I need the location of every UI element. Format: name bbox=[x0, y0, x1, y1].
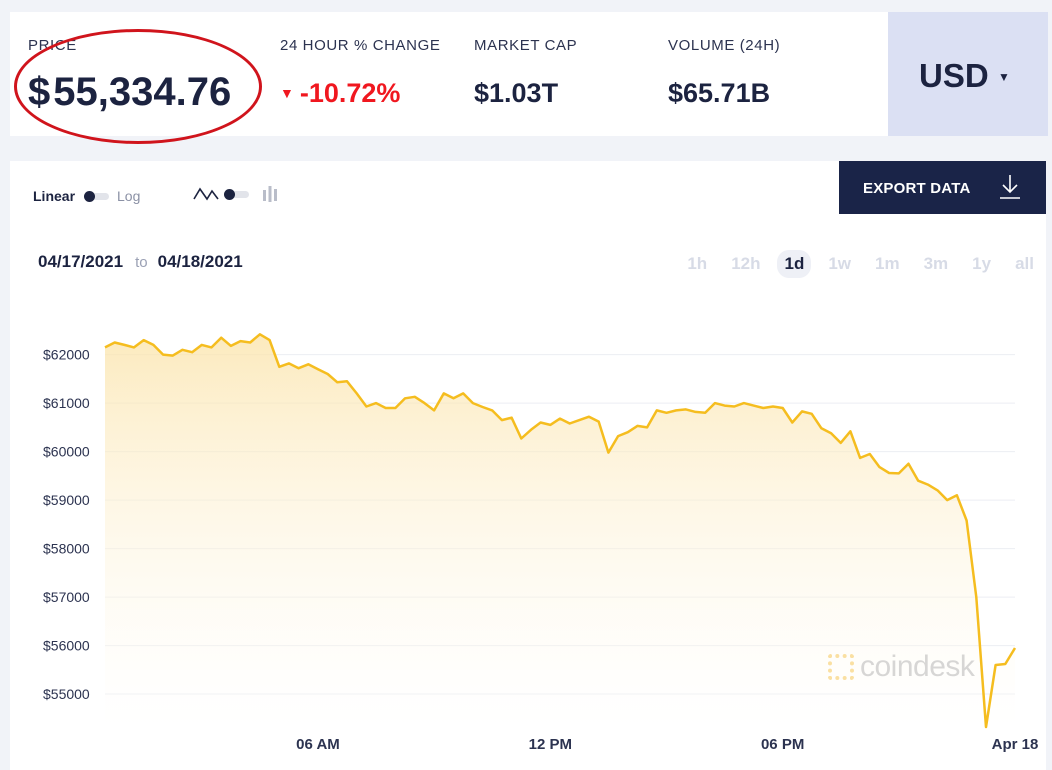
y-tick-label: $62000 bbox=[43, 347, 90, 363]
coindesk-watermark: coindesk bbox=[828, 650, 975, 684]
volume-value: $65.71B bbox=[668, 78, 771, 108]
x-tick-label: 06 AM bbox=[296, 736, 340, 753]
price-amount: 55,334.76 bbox=[53, 70, 232, 114]
date-from[interactable]: 04/17/2021 bbox=[38, 252, 124, 271]
scale-switch[interactable] bbox=[84, 190, 110, 202]
y-tick-label: $57000 bbox=[43, 589, 90, 605]
range-1w[interactable]: 1w bbox=[828, 254, 852, 273]
export-label: EXPORT DATA bbox=[863, 180, 971, 197]
change-value: ▼ -10.72% bbox=[280, 78, 400, 109]
y-tick-label: $60000 bbox=[43, 444, 90, 460]
chart-panel: $55000 $56000 $57000 $58000 $59000 $60000 $610… bbox=[10, 161, 1046, 770]
date-to-word: to bbox=[135, 253, 148, 271]
range-all[interactable]: all bbox=[1015, 254, 1034, 273]
change-label: 24 HOUR % CHANGE bbox=[280, 37, 441, 54]
price-area bbox=[105, 334, 1015, 728]
date-to[interactable]: 04/18/2021 bbox=[157, 252, 243, 271]
range-1d[interactable]: 1d bbox=[777, 250, 812, 278]
chart-type-switch[interactable] bbox=[224, 188, 249, 200]
y-tick-label: $61000 bbox=[43, 395, 90, 411]
x-tick-label: Apr 18 bbox=[992, 736, 1039, 753]
currency-dropdown[interactable]: USD ▼ bbox=[888, 12, 1048, 136]
x-tick-label: 12 PM bbox=[529, 736, 572, 753]
coindesk-logo-icon bbox=[828, 654, 854, 680]
market-cap-value: $1.03T bbox=[474, 78, 559, 108]
coindesk-watermark-text: coindesk bbox=[860, 650, 975, 683]
range-12h[interactable]: 12h bbox=[731, 254, 761, 273]
stats-panel: PRICE $55,334.76 24 HOUR % CHANGE ▼ -10.7… bbox=[10, 12, 888, 144]
time-range-selector: 1h 12h 1d 1w 1m 3m 1y all bbox=[675, 250, 1046, 278]
market-cap-label: MARKET CAP bbox=[474, 37, 578, 54]
scale-log-label[interactable]: Log bbox=[117, 188, 141, 204]
change-amount: -10.72% bbox=[299, 78, 401, 108]
export-data-button[interactable]: EXPORT DATA bbox=[839, 161, 1046, 214]
chart-type-toggle[interactable] bbox=[193, 185, 279, 203]
range-1h[interactable]: 1h bbox=[687, 254, 708, 273]
caret-down-icon: ▼ bbox=[998, 70, 1010, 84]
price-line bbox=[104, 333, 1017, 729]
candlestick-icon[interactable] bbox=[261, 185, 279, 203]
range-1m[interactable]: 1m bbox=[875, 254, 900, 273]
price-value: $55,334.76 bbox=[28, 70, 231, 115]
price-label: PRICE bbox=[28, 37, 77, 54]
y-tick-label: $58000 bbox=[43, 541, 90, 557]
y-tick-label: $56000 bbox=[43, 638, 90, 654]
range-3m[interactable]: 3m bbox=[923, 254, 949, 273]
price-chart[interactable]: $55000 $56000 $57000 $58000 $59000 $60000 $610… bbox=[10, 161, 1046, 770]
date-range: 04/17/2021 to 04/18/2021 bbox=[38, 252, 243, 272]
y-tick-label: $59000 bbox=[43, 492, 90, 508]
currency-symbol: $ bbox=[28, 70, 51, 114]
x-tick-label: 06 PM bbox=[761, 736, 804, 753]
scale-toggle[interactable]: Linear Log bbox=[33, 188, 140, 204]
scale-linear-label[interactable]: Linear bbox=[33, 188, 76, 204]
range-1y[interactable]: 1y bbox=[972, 254, 992, 273]
line-chart-icon[interactable] bbox=[193, 186, 219, 202]
currency-value: USD bbox=[919, 57, 989, 94]
down-arrow-icon: ▼ bbox=[280, 84, 294, 101]
y-tick-label: $55000 bbox=[43, 686, 90, 702]
volume-label: VOLUME (24H) bbox=[668, 37, 781, 54]
download-icon bbox=[1000, 175, 1020, 199]
